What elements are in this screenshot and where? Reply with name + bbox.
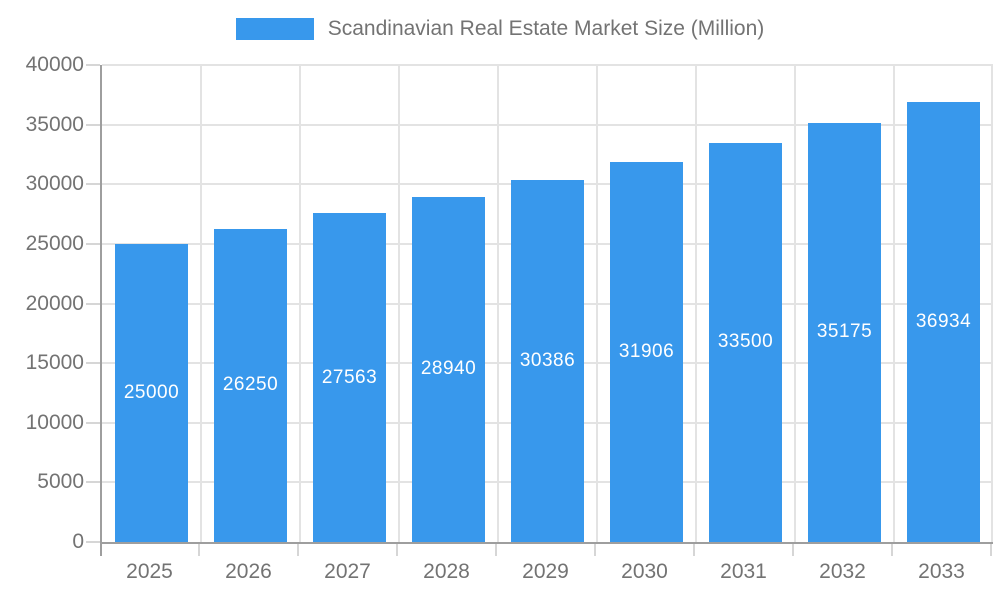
y-tick-mark	[86, 302, 100, 305]
bar[interactable]: 26250	[213, 228, 288, 542]
y-tick-label: 10000	[25, 410, 84, 434]
x-tick-label: 2027	[324, 560, 371, 583]
plot-area: 25000 26250 27563 28940 30386 31906 33500 35175…	[100, 64, 993, 544]
bar-value-label: 36934	[915, 310, 972, 332]
x-tick-mark	[198, 544, 200, 556]
x-tick-label: 2033	[918, 560, 965, 583]
y-tick-label: 40000	[25, 53, 84, 76]
x-tick-mark	[792, 544, 794, 556]
x-tick-mark	[495, 544, 497, 556]
y-tick-label: 20000	[25, 291, 84, 315]
x-tick-label: 2025	[126, 560, 173, 583]
y-axis-line-extension	[100, 544, 102, 556]
gridline-vertical	[892, 65, 895, 542]
x-axis-labels: 2025 2026 2027 2028 2029 2030 2031 2032 2033	[100, 558, 991, 590]
y-tick-label: 35000	[25, 112, 84, 136]
bar[interactable]: 36934	[906, 101, 981, 542]
y-axis-labels: 0 5000 10000 15000 20000 25000 30000 35000 40000	[0, 53, 84, 553]
gridline-horizontal	[102, 123, 993, 126]
bar-value-label: 26250	[222, 374, 279, 396]
bar[interactable]: 33500	[708, 142, 783, 542]
bar[interactable]: 31906	[609, 161, 684, 542]
gridline-vertical	[991, 65, 993, 542]
x-tick-mark	[594, 544, 596, 556]
y-tick-mark	[86, 242, 100, 245]
y-tick-mark	[86, 421, 100, 424]
legend-swatch-icon	[235, 18, 314, 40]
x-tick-mark	[692, 544, 695, 556]
x-tick-label: 2028	[423, 560, 470, 583]
bar-value-label: 27563	[321, 366, 378, 388]
y-tick-label: 15000	[25, 351, 84, 375]
gridline-vertical	[694, 65, 697, 542]
x-tick-mark	[891, 544, 893, 556]
bar-value-label: 25000	[123, 381, 180, 403]
y-tick-label: 0	[72, 530, 84, 553]
x-tick-mark	[297, 544, 299, 556]
x-tick-label: 2026	[225, 560, 272, 583]
bar-value-label: 30386	[519, 349, 576, 371]
x-tick-label: 2029	[522, 560, 569, 583]
bar-value-label: 31906	[618, 340, 675, 362]
bar[interactable]: 27563	[312, 213, 387, 542]
x-tick-label: 2031	[720, 560, 767, 583]
bar-value-label: 33500	[717, 331, 774, 353]
gridline-vertical	[298, 65, 301, 542]
y-tick-mark	[86, 183, 100, 186]
x-tick-mark	[990, 544, 992, 556]
legend-label: Scandinavian Real Estate Market Size (Mi…	[327, 17, 765, 40]
y-tick-label: 30000	[25, 172, 84, 196]
gridline-vertical	[496, 65, 499, 542]
chart-legend[interactable]: Scandinavian Real Estate Market Size (Mi…	[0, 12, 1000, 46]
bar[interactable]: 25000	[114, 243, 189, 542]
y-tick-mark	[86, 541, 100, 543]
x-tick-mark	[395, 544, 398, 556]
y-axis-ticks	[86, 64, 100, 543]
y-tick-label: 25000	[25, 231, 84, 255]
bar[interactable]: 28940	[411, 196, 486, 542]
gridline-horizontal	[102, 64, 993, 66]
x-tick-label: 2030	[621, 560, 668, 583]
gridline-vertical	[199, 65, 202, 542]
gridline-vertical	[794, 65, 796, 542]
x-tick-label: 2032	[819, 560, 866, 583]
y-tick-mark	[86, 64, 100, 66]
bar[interactable]: 30386	[510, 179, 585, 542]
bar-value-label: 35175	[816, 321, 873, 343]
gridline-vertical	[397, 65, 400, 542]
y-tick-mark	[86, 123, 100, 126]
y-tick-mark	[86, 362, 100, 365]
gridline-vertical	[596, 65, 598, 542]
x-axis-ticks	[100, 544, 992, 556]
bar[interactable]: 35175	[807, 122, 882, 542]
y-tick-label: 5000	[37, 470, 84, 494]
y-tick-mark	[86, 481, 100, 484]
bar-value-label: 28940	[420, 358, 477, 380]
